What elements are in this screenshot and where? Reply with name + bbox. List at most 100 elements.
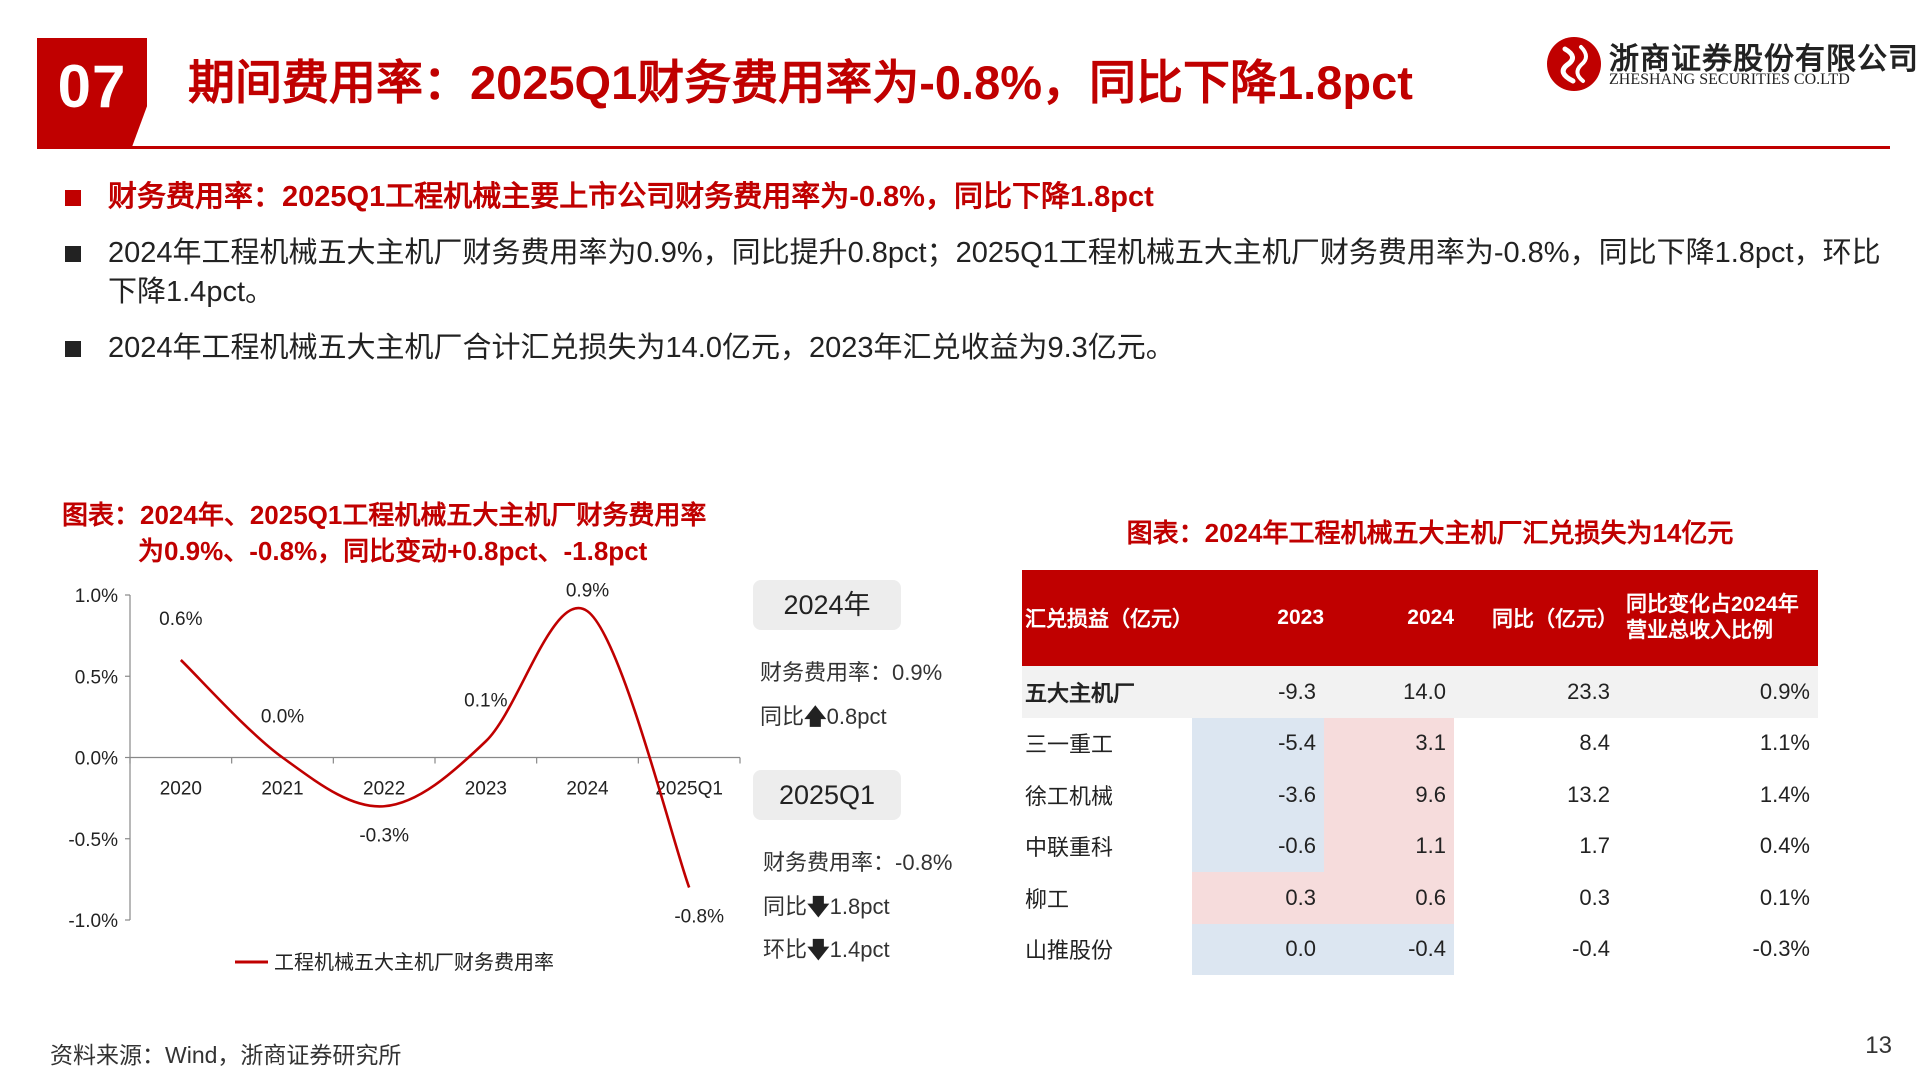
bullet-item-highlight: 财务费用率：2025Q1工程机械主要上市公司财务费用率为-0.8%，同比下降1.… bbox=[62, 178, 1882, 217]
table-cell: 23.3 bbox=[1454, 666, 1618, 718]
arrow-up-icon: 🡅 bbox=[804, 704, 827, 729]
callout-2024-rate: 财务费用率：0.9% bbox=[760, 660, 943, 685]
company-logo: 浙商证券股份有限公司 ZHESHANG SECURITIES CO.LTD bbox=[1545, 33, 1918, 93]
table-row: 徐工机械 -3.6 9.6 13.2 1.4% bbox=[1022, 769, 1818, 821]
y-tick-label: 0.5% bbox=[75, 667, 118, 688]
callout-2025q1-yoy-value: 1.8pct bbox=[829, 894, 890, 919]
bullet-text: 2024年工程机械五大主机厂合计汇兑损失为14.0亿元，2023年汇兑收益为9.… bbox=[108, 332, 1175, 364]
header-divider bbox=[37, 146, 1890, 149]
page-number: 13 bbox=[1865, 1032, 1892, 1059]
series-line-finance-cost-rate bbox=[179, 606, 691, 888]
data-point bbox=[382, 804, 386, 808]
data-point bbox=[484, 739, 488, 743]
bullet-item: 2024年工程机械五大主机厂财务费用率为0.9%，同比提升0.8pct；2025… bbox=[62, 234, 1882, 312]
table-cell: 3.1 bbox=[1324, 717, 1454, 769]
finance-cost-rate-line-chart: 1.0% 0.5% 0.0% -0.5% -1.0% 2020 2021 2022 2023 20… bbox=[68, 580, 741, 974]
table-cell: 1.4% bbox=[1759, 781, 1810, 807]
x-tick-label: 2023 bbox=[465, 779, 507, 800]
table-cell: -0.4 bbox=[1572, 936, 1610, 962]
bullet-square-icon bbox=[65, 246, 81, 262]
line-chart-title: 图表：2024年、2025Q1工程机械五大主机厂财务费用率 为0.9%、-0.8… bbox=[62, 497, 782, 569]
bullet-text: 2024年工程机械五大主机厂财务费用率为0.9%，同比提升0.8pct；2025… bbox=[108, 237, 1881, 308]
table-cell: 14.0 bbox=[1324, 666, 1454, 718]
table-body: 五大主机厂 -9.3 14.0 23.3 0.9% 三一重工 -5.4 3.1 … bbox=[1022, 666, 1818, 975]
table-cell: 0.6 bbox=[1324, 872, 1454, 924]
data-label: 0.0% bbox=[261, 707, 304, 728]
data-label: -0.8% bbox=[674, 907, 724, 928]
arrow-down-icon: 🡇 bbox=[807, 894, 830, 919]
table-cell: 0.3 bbox=[1192, 872, 1324, 924]
bullet-text: 财务费用率：2025Q1工程机械主要上市公司财务费用率为-0.8%，同比下降1.… bbox=[108, 181, 1154, 213]
data-point bbox=[687, 886, 691, 890]
callout-2024-yoy: 同比🡅0.8pct bbox=[760, 699, 887, 738]
bullet-item: 2024年工程机械五大主机厂合计汇兑损失为14.0亿元，2023年汇兑收益为9.… bbox=[62, 329, 1882, 368]
data-point bbox=[586, 609, 590, 613]
table-row: 山推股份 0.0 -0.4 -0.4 -0.3% bbox=[1022, 923, 1818, 975]
page-title: 期间费用率：2025Q1财务费用率为-0.8%，同比下降1.8pct bbox=[188, 56, 1413, 109]
bullet-square-icon bbox=[65, 190, 81, 206]
bullet-square-icon bbox=[65, 341, 81, 357]
callout-2025q1-badge: 2025Q1 bbox=[753, 770, 901, 820]
legend-label: 工程机械五大主机厂财务费用率 bbox=[274, 951, 554, 974]
x-tick-label: 2022 bbox=[363, 779, 405, 800]
table-cell: -9.3 bbox=[1192, 666, 1324, 718]
callout-2025q1-yoy-prefix: 同比 bbox=[763, 894, 808, 919]
table-cell: 1.7 bbox=[1579, 833, 1610, 859]
table-header-cell: 2023 bbox=[1192, 570, 1324, 666]
data-point bbox=[179, 658, 183, 662]
table-cell: 徐工机械 bbox=[1025, 783, 1114, 809]
table-row: 柳工 0.3 0.6 0.3 0.1% bbox=[1022, 872, 1818, 924]
x-tick-label: 2024 bbox=[566, 779, 609, 800]
table-cell: 9.6 bbox=[1324, 769, 1454, 821]
y-tick-label: -1.0% bbox=[68, 911, 118, 932]
table-header-cell: 汇兑损益（亿元） bbox=[1022, 570, 1193, 666]
table-cell: -0.6 bbox=[1192, 820, 1324, 872]
table-cell: 五大主机厂 bbox=[1022, 666, 1192, 718]
data-point bbox=[281, 756, 285, 760]
table-cell: 1.1 bbox=[1324, 820, 1454, 872]
table-cell: 山推股份 bbox=[1025, 938, 1114, 964]
table-cell: 1.1% bbox=[1759, 730, 1810, 756]
callout-2025q1-qoq: 环比🡇1.4pct bbox=[763, 932, 890, 971]
table-cell: 0.4% bbox=[1759, 833, 1810, 859]
table-cell: 13.2 bbox=[1567, 781, 1610, 807]
table-cell: 0.9% bbox=[1618, 666, 1818, 718]
callout-2025q1-qoq-value: 1.4pct bbox=[829, 937, 890, 962]
line-chart-title-line2: 为0.9%、-0.8%，同比变动+0.8pct、-1.8pct bbox=[138, 536, 648, 566]
table-cell: 0.3 bbox=[1579, 884, 1610, 910]
table-row: 五大主机厂 -9.3 14.0 23.3 0.9% bbox=[1022, 666, 1818, 718]
table-cell: -0.4 bbox=[1324, 923, 1454, 975]
line-chart-title-line1: 图表：2024年、2025Q1工程机械五大主机厂财务费用率 bbox=[62, 500, 707, 530]
callout-2024-badge: 2024年 bbox=[753, 580, 901, 630]
y-tick-label: -0.5% bbox=[68, 830, 118, 851]
section-number: 07 bbox=[57, 53, 127, 120]
callout-2024-yoy-prefix: 同比 bbox=[760, 704, 805, 729]
x-tick-label: 2025Q1 bbox=[655, 779, 723, 800]
y-tick-label: 1.0% bbox=[75, 586, 118, 607]
table-header-cell: 同比变化占2024年营业总收入比例 bbox=[1618, 570, 1818, 666]
table-header-cell: 2024 bbox=[1324, 570, 1454, 666]
x-tick-label: 2020 bbox=[160, 779, 202, 800]
arrow-down-icon: 🡇 bbox=[807, 937, 830, 962]
bullet-list: 财务费用率：2025Q1工程机械主要上市公司财务费用率为-0.8%，同比下降1.… bbox=[62, 178, 1882, 385]
table-cell: 柳工 bbox=[1025, 886, 1070, 912]
data-label: -0.3% bbox=[359, 825, 409, 846]
data-label: 0.6% bbox=[159, 609, 202, 630]
logo-company-name-en: ZHESHANG SECURITIES CO.LTD bbox=[1609, 71, 1850, 88]
table-header-row: 汇兑损益（亿元） 2023 2024 同比（亿元） 同比变化占2024年营业总收… bbox=[1022, 570, 1818, 666]
callout-2025q1-qoq-prefix: 环比 bbox=[763, 937, 808, 962]
table-cell: -0.3% bbox=[1752, 936, 1810, 962]
y-tick-label: 0.0% bbox=[75, 749, 118, 770]
data-label: 0.9% bbox=[566, 580, 609, 601]
data-label: 0.1% bbox=[464, 690, 507, 711]
table-cell: 0.0 bbox=[1192, 923, 1324, 975]
fx-table-title: 图表：2024年工程机械五大主机厂汇兑损失为14亿元 bbox=[1126, 518, 1734, 548]
table-row: 中联重科 -0.6 1.1 1.7 0.4% bbox=[1022, 820, 1818, 872]
table-cell: 0.1% bbox=[1759, 884, 1810, 910]
table-row: 三一重工 -5.4 3.1 8.4 1.1% bbox=[1022, 717, 1818, 769]
table-cell: 中联重科 bbox=[1025, 835, 1114, 861]
source-note: 资料来源：Wind，浙商证券研究所 bbox=[50, 1042, 402, 1068]
table-cell: 三一重工 bbox=[1025, 732, 1114, 758]
zheshang-logo-icon bbox=[1547, 37, 1601, 91]
callout-2024-yoy-value: 0.8pct bbox=[826, 704, 887, 729]
